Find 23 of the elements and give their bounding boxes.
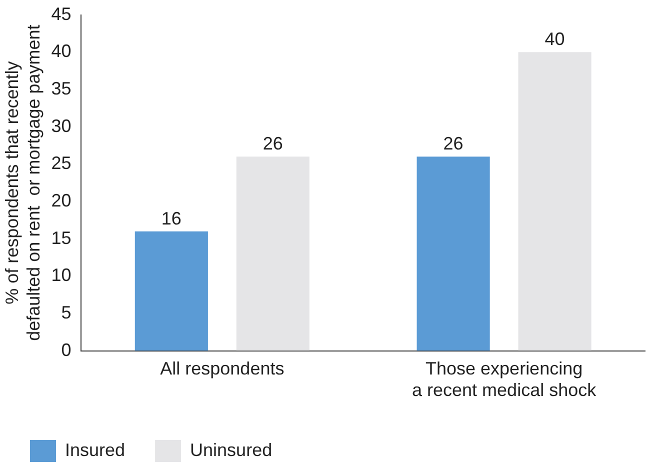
y-tick-label: 45 [51, 4, 72, 24]
data-label: 26 [443, 134, 464, 154]
y-axis-title: % of respondents that recently defaulted on rent or mortgage payment [2, 24, 44, 341]
bar [518, 52, 592, 351]
y-tick-label: 10 [51, 265, 72, 286]
y-tick-label: 0 [61, 340, 72, 360]
y-tick-label: 25 [51, 153, 72, 174]
x-tick-label: All respondents [160, 358, 284, 379]
legend-label: Insured [65, 440, 126, 460]
legend-label: Uninsured [190, 440, 272, 460]
y-tick-label: 35 [51, 78, 72, 98]
data-label: 40 [544, 29, 565, 50]
bar [236, 156, 310, 351]
y-tick-label: 20 [51, 190, 72, 210]
bar [134, 231, 208, 351]
y-tick-label: 40 [51, 41, 72, 62]
y-tick-label: 30 [51, 116, 72, 136]
data-label: 16 [161, 208, 182, 228]
y-tick-label: 5 [61, 302, 72, 322]
y-tick-label: 15 [51, 228, 72, 248]
x-tick-label: Those experiencing a recent medical shock [412, 358, 598, 400]
data-label: 26 [262, 134, 283, 154]
bar [416, 156, 490, 351]
